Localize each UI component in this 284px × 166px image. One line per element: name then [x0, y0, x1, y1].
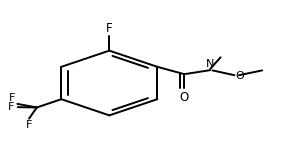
- Text: N: N: [206, 59, 215, 69]
- Text: F: F: [106, 22, 113, 35]
- Text: F: F: [9, 93, 15, 103]
- Text: O: O: [235, 71, 244, 81]
- Text: O: O: [180, 91, 189, 104]
- Text: F: F: [8, 102, 15, 112]
- Text: F: F: [26, 121, 32, 130]
